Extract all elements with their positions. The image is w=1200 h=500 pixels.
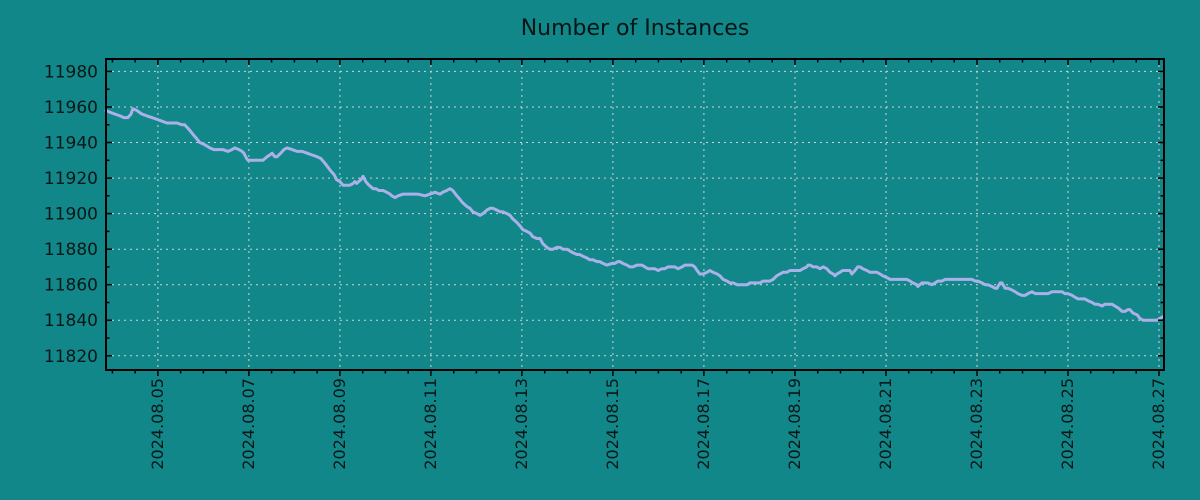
x-tick-label: 2024.08.11 bbox=[421, 378, 440, 470]
plot-border bbox=[105, 58, 1165, 371]
x-tick-label: 2024.08.07 bbox=[239, 378, 258, 470]
x-tick-label: 2024.08.27 bbox=[1149, 378, 1168, 470]
y-tick-label: 11960 bbox=[44, 98, 98, 118]
x-tick-label: 2024.08.13 bbox=[512, 378, 531, 470]
x-tick-label: 2024.08.09 bbox=[330, 378, 349, 470]
x-tick-label: 2024.08.17 bbox=[694, 378, 713, 470]
y-axis-labels: 11820 11840 11860 11880 11900 11920 11940 11960… bbox=[44, 62, 98, 366]
series-group bbox=[104, 107, 1165, 322]
y-tick-label: 11840 bbox=[44, 311, 98, 331]
y-tick-label: 11920 bbox=[44, 169, 98, 189]
series-line bbox=[104, 107, 1165, 322]
x-tick-label: 2024.08.23 bbox=[967, 378, 986, 470]
grid-lines bbox=[106, 59, 1164, 370]
y-tick-label: 11940 bbox=[44, 134, 98, 154]
y-tick-label: 11820 bbox=[44, 347, 98, 367]
y-tick-label: 11980 bbox=[44, 62, 98, 82]
x-tick-label: 2024.08.15 bbox=[603, 378, 622, 470]
x-tick-label: 2024.08.21 bbox=[876, 378, 895, 470]
chart-title: Number of Instances bbox=[520, 16, 750, 41]
y-tick-label: 11880 bbox=[44, 240, 98, 260]
axis-ticks bbox=[106, 59, 1164, 376]
x-axis-labels: 2024.08.05 2024.08.07 2024.08.09 2024.08.11… bbox=[148, 378, 1168, 470]
y-tick-label: 11860 bbox=[44, 276, 98, 296]
x-tick-label: 2024.08.19 bbox=[785, 378, 804, 470]
x-tick-label: 2024.08.25 bbox=[1058, 378, 1077, 470]
x-tick-label: 2024.08.05 bbox=[148, 378, 167, 470]
y-tick-label: 11900 bbox=[44, 205, 98, 225]
